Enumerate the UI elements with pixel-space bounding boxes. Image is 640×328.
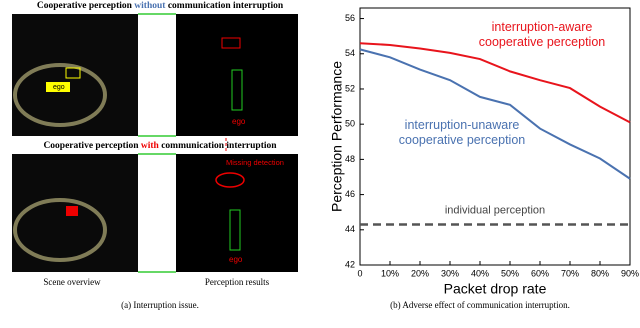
y-tick-label: 48 xyxy=(345,154,355,164)
x-axis-label: Packet drop rate xyxy=(444,281,547,297)
vehicle-box xyxy=(46,82,70,92)
x-tick-label: 80% xyxy=(591,268,609,278)
missing-label: Missing detection xyxy=(226,158,284,167)
title-part: communication interruption xyxy=(161,141,277,151)
reference-label: individual perception xyxy=(445,204,545,216)
row-title: Cooperative perception with communicatio… xyxy=(43,141,277,151)
plot-frame xyxy=(359,7,631,266)
scene-label: Scene overview xyxy=(43,277,101,287)
series-label: interruption-aware cooperative perceptio… xyxy=(478,20,606,49)
series-line xyxy=(359,42,631,124)
ego-label: ego xyxy=(229,255,243,264)
x-tick-label: 20% xyxy=(411,268,429,278)
result-image xyxy=(176,14,298,136)
title-part: Cooperative perception xyxy=(43,141,139,151)
x-tick-label: 70% xyxy=(561,268,579,278)
title-part: communication interruption xyxy=(168,1,284,11)
ego-box xyxy=(229,209,241,251)
missing-ellipse xyxy=(215,172,245,188)
y-tick-label: 46 xyxy=(345,189,355,199)
title-emphasis: without xyxy=(134,1,166,11)
y-tick-label: 54 xyxy=(345,48,355,58)
y-tick-label: 42 xyxy=(345,259,355,269)
y-axis-label: Perception Performance xyxy=(329,61,345,212)
y-tick-label: 44 xyxy=(345,224,355,234)
row-title: Cooperative perception without communica… xyxy=(37,1,284,11)
x-tick-label: 90% xyxy=(621,268,639,278)
ego-label: ego xyxy=(232,117,246,126)
result-label: Perception results xyxy=(205,277,270,287)
series-label: interruption-unaware cooperative percept… xyxy=(398,118,526,147)
ego-label: ego xyxy=(53,84,65,91)
panel-a: Cooperative perception without communica… xyxy=(12,1,298,310)
y-tick-label: 56 xyxy=(345,13,355,23)
x-tick-label: 50% xyxy=(501,268,519,278)
ego-box xyxy=(231,69,243,111)
x-tick-label: 0 xyxy=(357,268,362,278)
x-tick-label: 30% xyxy=(441,268,459,278)
vehicle-box xyxy=(66,206,78,216)
x-tick-label: 60% xyxy=(531,268,549,278)
y-tick-label: 50 xyxy=(345,119,355,129)
detection-box xyxy=(221,37,241,49)
caption: (a) Interruption issue. xyxy=(121,300,199,310)
x-tick-label: 10% xyxy=(381,268,399,278)
chart: (b) Adverse effect of communication inte… xyxy=(329,7,639,310)
title-part: Cooperative perception xyxy=(37,1,133,11)
series-line xyxy=(359,48,631,180)
y-tick-label: 52 xyxy=(345,83,355,93)
title-emphasis: with xyxy=(141,141,160,151)
scene-image xyxy=(12,14,138,136)
x-tick-label: 40% xyxy=(471,268,489,278)
lidar-points xyxy=(13,198,107,262)
lidar-points xyxy=(13,63,107,127)
vehicle-box xyxy=(65,67,81,79)
caption: (b) Adverse effect of communication inte… xyxy=(390,300,570,310)
